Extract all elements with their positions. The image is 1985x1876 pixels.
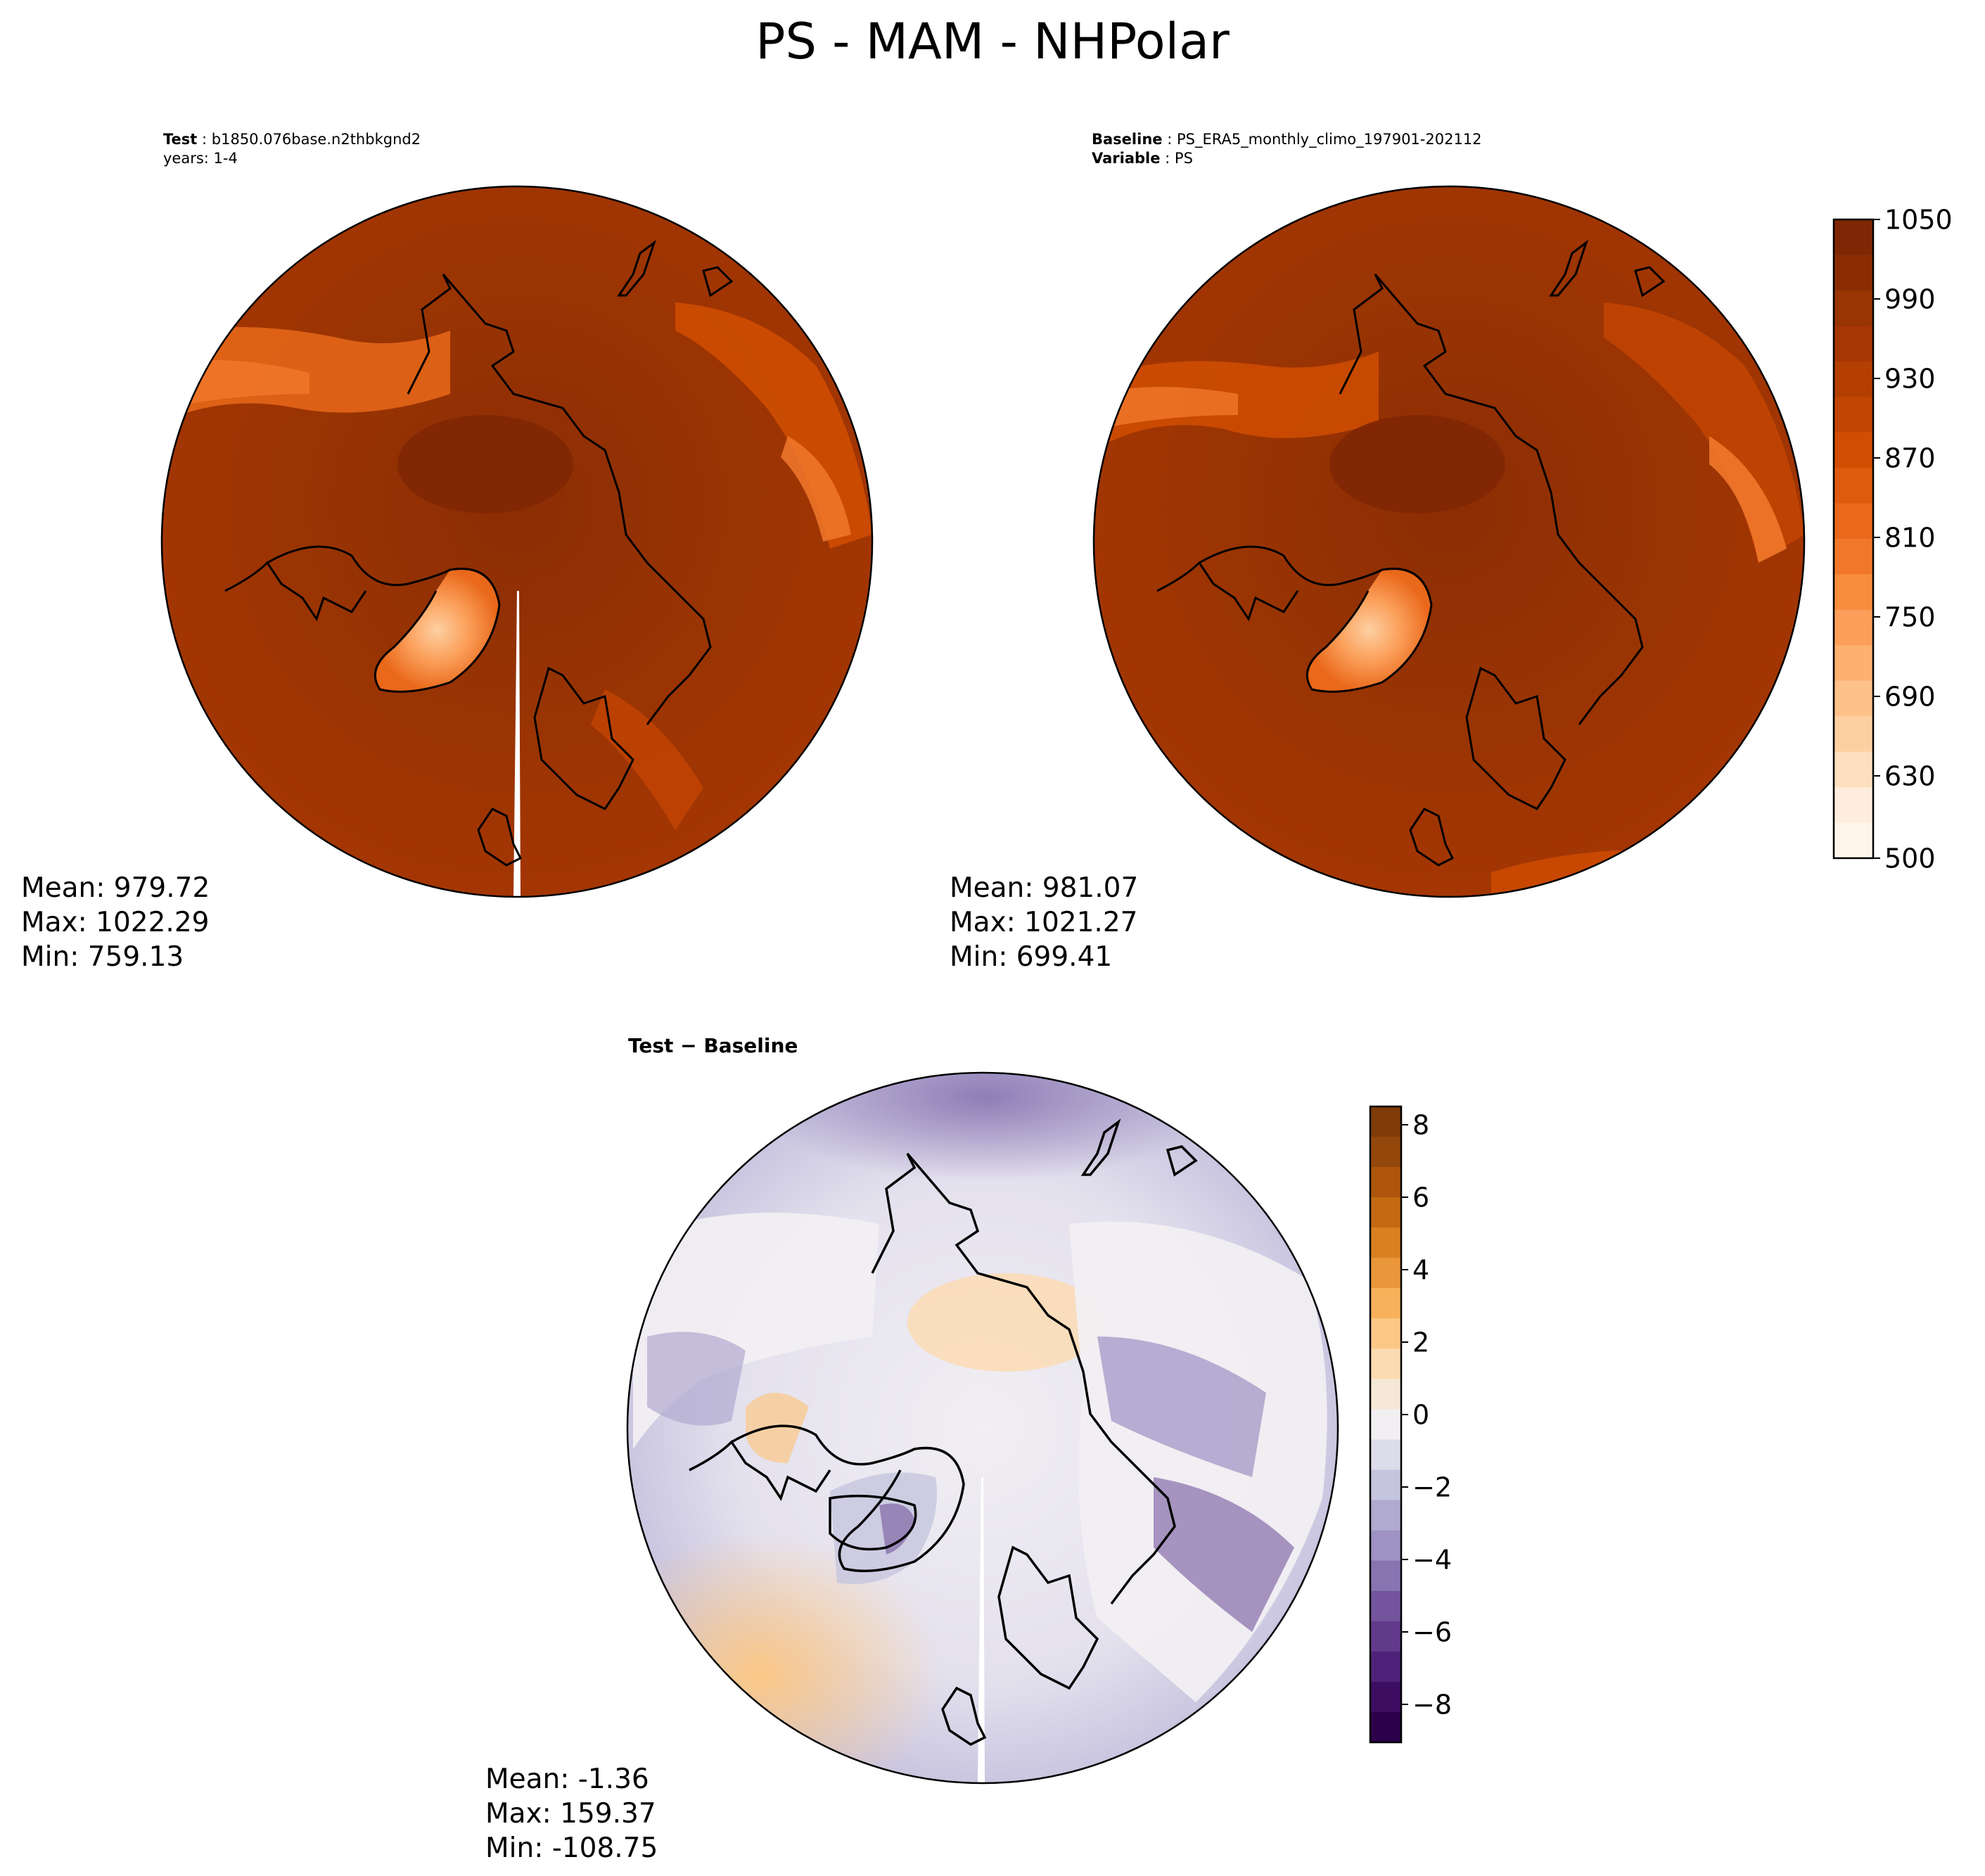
main-colorbar-segment [1834, 716, 1873, 753]
diff-colorbar-tick-label: −6 [1412, 1617, 1452, 1648]
diff-mean: Mean: -1.36 [485, 1763, 649, 1795]
diff-min: Min: -108.75 [485, 1832, 658, 1864]
diff-colorbar-segment [1370, 1651, 1401, 1683]
diff-colorbar-tick-label: 4 [1412, 1255, 1429, 1286]
main-colorbar-segment [1834, 326, 1873, 362]
main-colorbar-segment [1834, 503, 1873, 540]
test-label: Test [163, 131, 198, 148]
baseline-label: Baseline [1092, 131, 1163, 148]
diff-colorbar-segment [1370, 1167, 1401, 1198]
diff-colorbar-segment [1370, 1258, 1401, 1289]
baseline-header: Baseline : PS_ERA5_monthly_climo_197901-… [1092, 131, 1482, 167]
diff-colorbar-segment [1370, 1197, 1401, 1228]
main-colorbar-tick-label: 990 [1884, 284, 1936, 315]
variable-name: PS [1174, 150, 1193, 167]
diff-coastlines [689, 1118, 1198, 1747]
main-colorbar-segment [1834, 539, 1873, 575]
variable-label: Variable [1092, 150, 1161, 167]
diff-colorbar-segment [1370, 1530, 1401, 1562]
main-colorbar-segment [1834, 609, 1873, 646]
main-colorbar-segment [1834, 255, 1873, 291]
main-colorbar-border [1832, 218, 1875, 860]
diff-max: Max: 159.37 [485, 1798, 656, 1830]
test-years: years: 1-4 [163, 150, 238, 167]
diff-colorbar-tick-label: 2 [1412, 1327, 1429, 1358]
figure-title: PS - MAM - NHPolar [755, 13, 1230, 70]
baseline-min: Min: 699.41 [950, 941, 1113, 973]
main-colorbar-segment [1834, 822, 1873, 859]
diff-colorbar-tick-label: −8 [1412, 1690, 1452, 1721]
main-colorbar-segment [1834, 787, 1873, 824]
diff-colorbar-segment [1370, 1500, 1401, 1531]
main-colorbar-tick-label: 1050 [1884, 205, 1953, 236]
diff-colorbar-segment [1370, 1681, 1401, 1713]
main-colorbar-segment [1834, 645, 1873, 682]
main-colorbar-segment [1834, 361, 1873, 397]
diff-colorbar-tick-label: 0 [1412, 1400, 1429, 1431]
diff-colorbar-segment [1370, 1560, 1401, 1592]
baseline-case-name: PS_ERA5_monthly_climo_197901-202112 [1176, 131, 1482, 148]
test-max: Max: 1022.29 [21, 907, 210, 938]
baseline-coastlines [1156, 239, 1666, 867]
main-colorbar-tick-label: 750 [1884, 602, 1936, 633]
test-stats: Mean: 979.72 Max: 1022.29 Min: 759.13 [21, 871, 210, 974]
test-header: Test : b1850.076base.n2thbkgnd2 years: 1… [163, 131, 421, 167]
test-min: Min: 759.13 [21, 941, 184, 973]
test-case-name: b1850.076base.n2thbkgnd2 [211, 131, 421, 148]
diff-colorbar: 8 6 4 2 0 −2 −4 −6 −8 [1369, 1105, 1452, 1744]
baseline-map [1092, 185, 1806, 898]
diff-colorbar-segment [1370, 1288, 1401, 1319]
diff-colorbar-segment [1370, 1379, 1401, 1410]
baseline-mean: Mean: 981.07 [950, 872, 1139, 904]
test-coastlines [224, 239, 734, 867]
baseline-stats: Mean: 981.07 Max: 1021.27 Min: 699.41 [950, 871, 1138, 974]
diff-colorbar-segment [1370, 1348, 1401, 1380]
diff-map [626, 1071, 1339, 1785]
main-colorbar-tick-label: 810 [1884, 523, 1936, 554]
diff-colorbar-segment [1370, 1409, 1401, 1441]
main-colorbar-segment [1834, 432, 1873, 468]
main-colorbar-tick-label: 630 [1884, 761, 1936, 792]
main-colorbar-tick-label: 930 [1884, 364, 1936, 395]
baseline-max: Max: 1021.27 [950, 907, 1138, 938]
main-colorbar-segment [1834, 468, 1873, 504]
test-mean: Mean: 979.72 [21, 872, 210, 904]
diff-colorbar-segment [1370, 1137, 1401, 1168]
diff-colorbar-segment [1370, 1621, 1401, 1652]
main-colorbar-segment [1834, 574, 1873, 611]
diff-title: Test − Baseline [628, 1034, 798, 1057]
diff-colorbar-segment [1370, 1711, 1401, 1743]
diff-colorbar-segment [1370, 1469, 1401, 1501]
diff-colorbar-segment [1370, 1106, 1401, 1137]
diff-colorbar-tick-label: 6 [1412, 1182, 1429, 1213]
diff-colorbar-segment [1370, 1439, 1401, 1471]
main-colorbar-tick-label: 500 [1884, 843, 1936, 874]
diff-colorbar-tick-label: −4 [1412, 1545, 1452, 1576]
main-colorbar-segment [1834, 290, 1873, 326]
diff-colorbar-segment [1370, 1590, 1401, 1622]
main-colorbar-segment [1834, 751, 1873, 788]
test-map [160, 185, 874, 898]
main-colorbar-segment [1834, 219, 1873, 256]
main-colorbar-tick-label: 690 [1884, 682, 1936, 713]
diff-colorbar-segment [1370, 1227, 1401, 1258]
main-colorbar-tick-label: 870 [1884, 443, 1936, 474]
diff-stats: Mean: -1.36 Max: 159.37 Min: -108.75 [485, 1762, 658, 1865]
diff-colorbar-segment [1370, 1318, 1401, 1349]
diff-colorbar-tick-label: 8 [1412, 1110, 1429, 1141]
main-colorbar-segment [1834, 680, 1873, 717]
diff-colorbar-tick-label: −2 [1412, 1472, 1452, 1503]
diff-colorbar-border [1369, 1105, 1403, 1744]
main-colorbar: 1050 990 930 870 810 750 690 630 500 [1832, 205, 1953, 874]
main-colorbar-segment [1834, 397, 1873, 433]
